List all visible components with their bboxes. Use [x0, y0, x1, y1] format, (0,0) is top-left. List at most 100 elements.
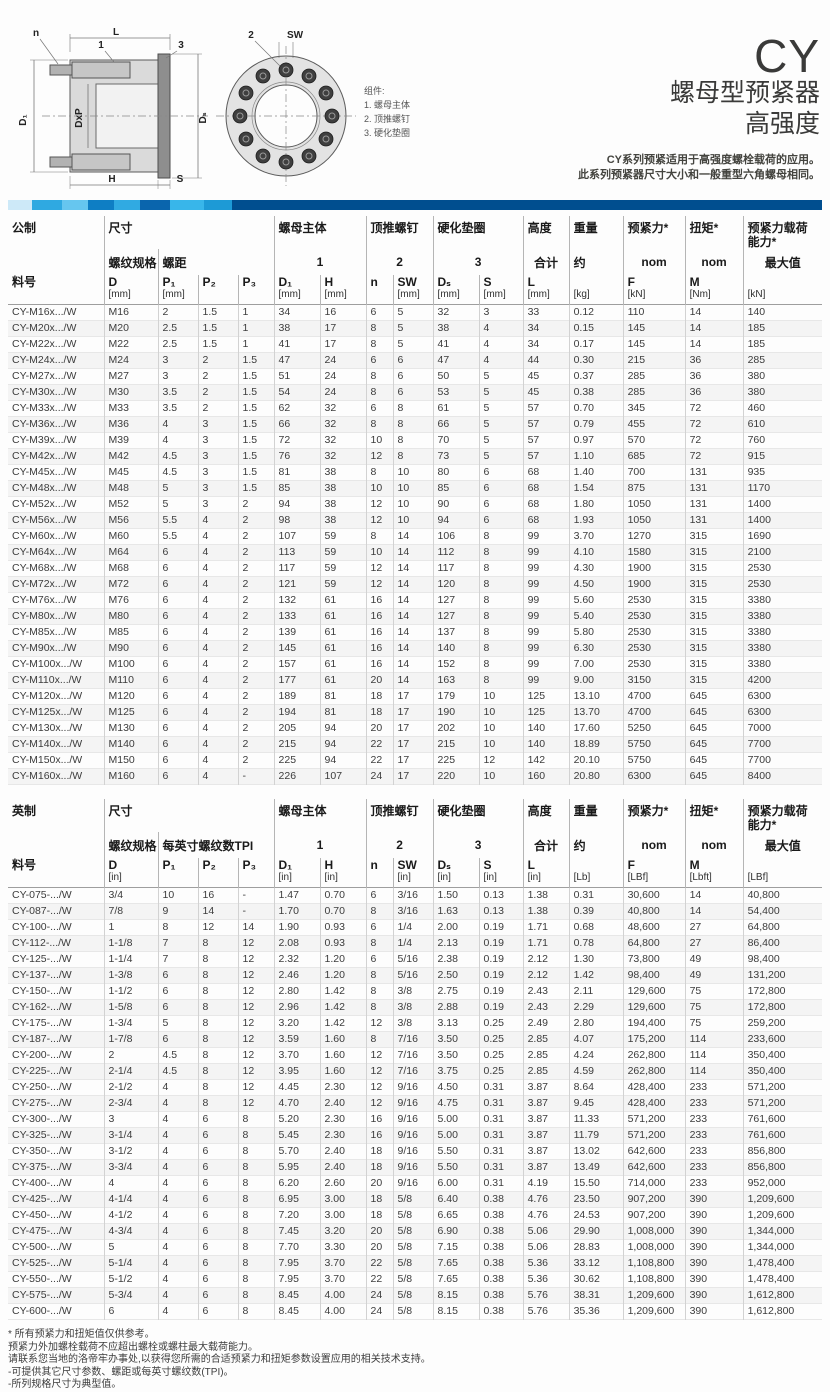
cell: 5/8	[392, 1207, 434, 1224]
cell: 1-3/4	[103, 1015, 158, 1032]
cell: 20	[365, 672, 394, 689]
cell: 6	[365, 919, 394, 936]
cell: M90	[103, 640, 158, 657]
cell: CY-M150x.../W	[12, 754, 83, 766]
cell: M45	[103, 464, 158, 481]
cell: 8	[237, 1191, 275, 1208]
cell: 856,800	[742, 1159, 823, 1176]
cell: 64,800	[742, 919, 823, 936]
column-header: n	[365, 275, 394, 305]
cell: 127	[432, 608, 480, 625]
cell: 233	[684, 1079, 744, 1096]
cell: 4700	[622, 704, 686, 721]
cell: 85	[432, 480, 480, 497]
cell: 0.31	[478, 1079, 524, 1096]
cell: 2.13	[432, 935, 480, 952]
cell: CY-300-.../W	[12, 1113, 72, 1125]
cell: 5/8	[392, 1271, 434, 1288]
table-row: CY-525-.../W 5-1/4 4 6 8 7.95 3.70 22 5/8 7.65 0.3…	[8, 1255, 823, 1272]
cell: 390	[684, 1223, 744, 1240]
cell: 61	[319, 608, 367, 625]
cell: CY-M60x.../W	[12, 530, 77, 542]
cell: 315	[684, 624, 744, 641]
cell: M16	[103, 304, 158, 321]
column-header: P₂	[197, 858, 238, 888]
cell: 3	[197, 416, 238, 433]
column-group-header: 顶推螺钉	[365, 799, 434, 832]
table-row: CY-425-.../W 4-1/4 4 6 8 6.95 3.00 18 5/8 6.40 0.3…	[8, 1191, 823, 1208]
column-subgroup-header: 螺纹规格	[103, 832, 158, 858]
cell: 5	[157, 1015, 198, 1032]
cell: 6	[157, 752, 198, 769]
cell: 205	[273, 720, 321, 737]
cell: 72	[684, 432, 744, 449]
cell: 1	[103, 919, 158, 936]
cell: 14	[392, 576, 434, 593]
cell: 94	[319, 752, 367, 769]
cell: 4.24	[568, 1047, 624, 1064]
cell: 139	[273, 624, 321, 641]
cell: 1/4	[392, 919, 434, 936]
cell: 57	[522, 400, 570, 417]
column-subgroup-header: 3	[432, 249, 524, 275]
cell: 17	[392, 736, 434, 753]
cell: 4	[197, 704, 238, 721]
cell: 1900	[622, 576, 686, 593]
cell: 1400	[742, 512, 823, 529]
cell: 17	[392, 704, 434, 721]
cell: 233	[684, 1159, 744, 1176]
cell: 1.5	[237, 480, 275, 497]
cell: 4	[157, 1143, 198, 1160]
cell: 4.5	[157, 464, 198, 481]
cell: 61	[319, 592, 367, 609]
cell: 7/8	[103, 903, 158, 920]
cell: 38	[319, 464, 367, 481]
cell: CY-M100x.../W	[12, 658, 83, 670]
cell: 14	[392, 592, 434, 609]
cell: 20.80	[568, 768, 624, 785]
cell: 2.85	[522, 1063, 570, 1080]
cell: M125	[103, 704, 158, 721]
cell: CY-112-.../W	[12, 937, 71, 949]
cell: 107	[319, 768, 367, 785]
cell: 131	[684, 464, 744, 481]
cell: 12	[237, 1015, 275, 1032]
cell: 6	[365, 400, 394, 417]
cell: CY-M22x.../W	[12, 338, 77, 350]
cell: 645	[684, 688, 744, 705]
cell: CY-137-.../W	[12, 969, 72, 981]
cell: 3.95	[273, 1063, 321, 1080]
cell: 2.30	[319, 1127, 367, 1144]
cell: CY-M39x.../W	[12, 434, 77, 446]
cell: 0.38	[568, 384, 624, 401]
cell: 6	[197, 1127, 238, 1144]
cell: 114	[684, 1047, 744, 1064]
column-header: [kN]	[742, 275, 823, 305]
cell: 0.13	[478, 887, 524, 904]
cell: 2	[237, 752, 275, 769]
cell: 2-3/4	[103, 1095, 158, 1112]
cell: 18.89	[568, 736, 624, 753]
cell: 1.20	[319, 951, 367, 968]
cell: 6	[157, 967, 198, 984]
description-line: CY系列预紧适用于高强度螺栓载荷的应用。	[606, 154, 820, 166]
cell: 18	[365, 1159, 394, 1176]
cell: 51	[273, 368, 321, 385]
dim-label-n: n	[33, 28, 39, 39]
cell: 9/16	[392, 1143, 434, 1160]
cell: 460	[742, 400, 823, 417]
column-subgroup-header: nom	[684, 249, 744, 275]
cell: 0.38	[478, 1287, 524, 1304]
cell: 8	[478, 544, 524, 561]
cell: 24	[319, 368, 367, 385]
cell: 5/8	[392, 1303, 434, 1320]
cell: 17	[319, 336, 367, 353]
cell: 6300	[742, 688, 823, 705]
cell: 16	[365, 624, 394, 641]
cell: 2.11	[568, 983, 624, 1000]
cell: 935	[742, 464, 823, 481]
dim-label-Ds: Dₛ	[198, 112, 209, 123]
cell: 642,600	[622, 1143, 686, 1160]
cell: 0.38	[478, 1239, 524, 1256]
cell: 38	[319, 480, 367, 497]
